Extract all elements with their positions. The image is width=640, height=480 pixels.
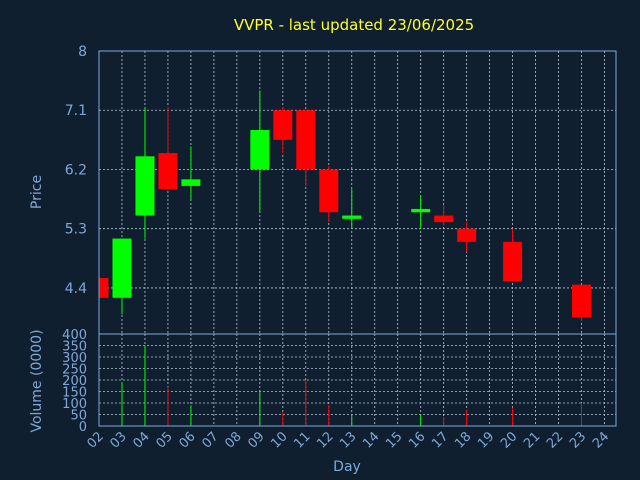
candle-body [112,238,132,298]
candle-body [158,153,178,190]
candle-body [411,208,431,213]
candle-body [319,169,339,213]
x-tick-label: 19 [475,429,497,451]
price-axis-ticks: 8 7.1 6.2 5.3 4.4 [65,44,87,297]
price-tick-label: 4.4 [65,281,87,297]
chart-title: VVPR - last updated 23/06/2025 [234,16,474,34]
volume-tick-label: 200 [62,374,87,389]
candle-body [250,129,270,170]
volume-grid [99,334,616,426]
x-tick-label: 20 [498,429,520,451]
volume-axis-label: Volume (0000) [29,329,45,432]
price-tick-label: 5.3 [65,222,87,238]
x-tick-label: 09 [245,429,267,451]
candle-body [457,228,477,242]
x-axis-label: Day [333,459,361,475]
x-tick-label: 04 [130,429,152,451]
x-tick-label: 12 [314,429,336,451]
x-tick-label: 03 [107,429,129,451]
price-panel-frame [98,50,617,335]
x-tick-label: 10 [268,429,290,451]
x-tick-label: 15 [383,429,405,451]
volume-panel-frame [98,333,617,427]
volume-bars-group [121,345,583,426]
price-tick-label: 6.2 [65,162,87,178]
y-axis-label: Price [29,175,45,209]
x-tick-label: 18 [452,429,474,451]
price-tick-label: 8 [78,44,87,60]
x-tick-label: 21 [521,429,543,451]
volume-tick-label: 150 [62,386,87,401]
volume-tick-label: 350 [62,340,87,355]
x-tick-label: 17 [429,429,451,451]
x-tick-label: 22 [544,429,566,451]
candle-body [273,110,293,140]
candle-body [572,284,592,318]
candle-body [181,179,201,186]
volume-tick-label: 0 [79,420,87,435]
x-axis-ticks: 02 03 04 05 06 07 08 09 10 11 12 13 14 15 16 17 18 19 20 21… [85,429,613,451]
x-tick-label: 02 [85,429,107,451]
x-tick-label: 07 [199,429,221,451]
x-tick-label: 24 [590,429,612,451]
candles-group [98,90,592,321]
price-tick-label: 7.1 [65,103,87,119]
price-grid [99,51,616,334]
x-tick-label: 06 [176,429,198,451]
candle-body [503,241,523,282]
candle-body [342,215,362,219]
x-tick-label: 16 [406,429,428,451]
x-tick-label: 05 [153,429,175,451]
x-tick-label: 14 [360,429,382,451]
candle-body [434,215,454,223]
volume-tick-label: 50 [70,409,87,424]
volume-tick-label: 400 [62,328,87,343]
x-tick-label: 23 [567,429,589,451]
volume-tick-label: 250 [62,363,87,378]
x-tick-label: 08 [222,429,244,451]
volume-tick-label: 300 [62,351,87,366]
x-tick-label: 13 [337,429,359,451]
x-tick-label: 11 [291,429,313,451]
candle-body [135,156,155,216]
candle-body [296,110,316,170]
candle-body [99,278,109,298]
volume-tick-label: 100 [62,397,87,412]
